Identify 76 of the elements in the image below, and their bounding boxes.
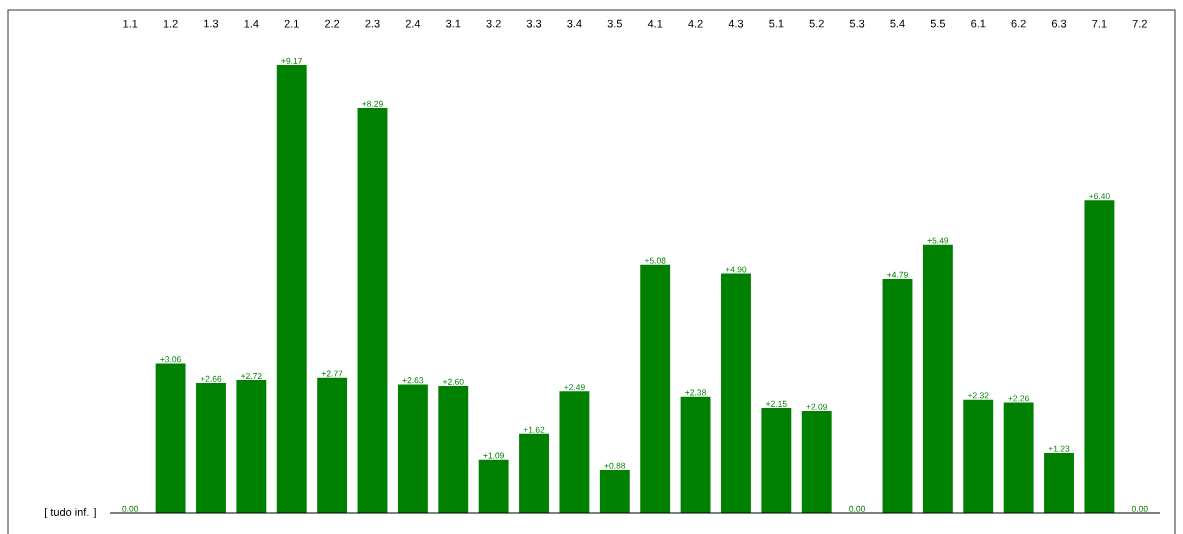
x-tick-label: 5.1 (769, 19, 784, 28)
x-tick-label: 1.4 (244, 19, 259, 28)
bar (680, 396, 711, 513)
bar (236, 380, 267, 513)
data-label: +2.60 (442, 378, 464, 385)
x-tick-label: 4.3 (728, 19, 744, 28)
bar (640, 264, 671, 513)
data-label: +8.29 (362, 100, 383, 107)
bar (196, 383, 226, 513)
x-tick-label: 2.3 (365, 19, 380, 28)
bar (599, 469, 630, 513)
x-tick-label: 2.2 (325, 19, 340, 28)
x-tick-label: 5.2 (809, 19, 824, 28)
data-label: +6.40 (1089, 193, 1110, 200)
data-label: 0.00 (849, 505, 866, 512)
data-label: +3.06 (160, 356, 181, 363)
data-label: +1.23 (1048, 445, 1070, 452)
data-label: +2.38 (685, 389, 706, 396)
bar (1044, 452, 1074, 513)
bar (922, 244, 953, 513)
bar (317, 377, 348, 513)
bar (438, 385, 469, 513)
bar (357, 107, 388, 513)
bar (559, 391, 590, 513)
data-label: +2.26 (1008, 395, 1029, 402)
bar (478, 459, 509, 513)
x-tick-label: 3.3 (526, 19, 542, 28)
bar (882, 278, 913, 513)
x-tick-label: 6.1 (971, 19, 986, 28)
data-label: +2.72 (241, 373, 262, 379)
bar (1003, 402, 1034, 513)
data-label: +2.63 (402, 377, 424, 384)
x-tick-label: 1.3 (204, 19, 219, 28)
x-tick-label: 2.4 (405, 19, 421, 28)
data-label: +5.49 (927, 237, 949, 244)
data-label: +2.15 (766, 400, 787, 407)
bar (1084, 200, 1115, 513)
x-tick-label: 1.1 (123, 19, 138, 28)
data-label: +2.49 (564, 384, 585, 391)
data-label: +1.62 (523, 426, 545, 433)
text: [ tudo inf. ] (45, 507, 96, 519)
bar (276, 64, 307, 513)
bar (155, 363, 186, 513)
data-label: +2.66 (200, 375, 222, 382)
data-label: +9.17 (281, 57, 303, 64)
x-tick-label: 3.4 (567, 19, 582, 28)
data-label: +5.08 (644, 257, 666, 264)
data-label: +0.88 (604, 462, 626, 469)
x-tick-label: 3.2 (486, 19, 501, 28)
bar (519, 433, 549, 513)
bar (397, 384, 428, 513)
x-tick-label: 7.1 (1092, 19, 1107, 28)
x-tick-label: 4.2 (688, 19, 703, 28)
bar (761, 407, 792, 513)
bar (721, 273, 751, 513)
x-tick-label: 5.5 (930, 19, 946, 28)
x-tick-label: 4.1 (647, 19, 663, 28)
data-label: 0.00 (122, 505, 139, 512)
data-label: +4.79 (887, 271, 908, 278)
data-label: +2.32 (967, 392, 989, 399)
data-label: +2.09 (806, 403, 828, 410)
data-label: +4.90 (725, 266, 747, 273)
bar (801, 410, 832, 513)
data-label: +1.09 (483, 452, 504, 459)
bar (963, 399, 994, 513)
data-label: +2.77 (321, 370, 343, 377)
x-tick-label: 7.2 (1132, 19, 1147, 28)
x-tick-label: 3.5 (607, 19, 622, 28)
x-tick-label: 6.2 (1011, 19, 1026, 28)
x-tick-label: 5.4 (890, 19, 905, 28)
data-label: 0.00 (1131, 505, 1148, 512)
x-tick-label: 1.2 (163, 19, 178, 28)
x-tick-label: 3.1 (446, 19, 461, 28)
x-tick-label: 2.1 (284, 19, 299, 28)
x-tick-label: 5.3 (849, 19, 865, 28)
x-tick-label: 6.3 (1051, 19, 1067, 28)
